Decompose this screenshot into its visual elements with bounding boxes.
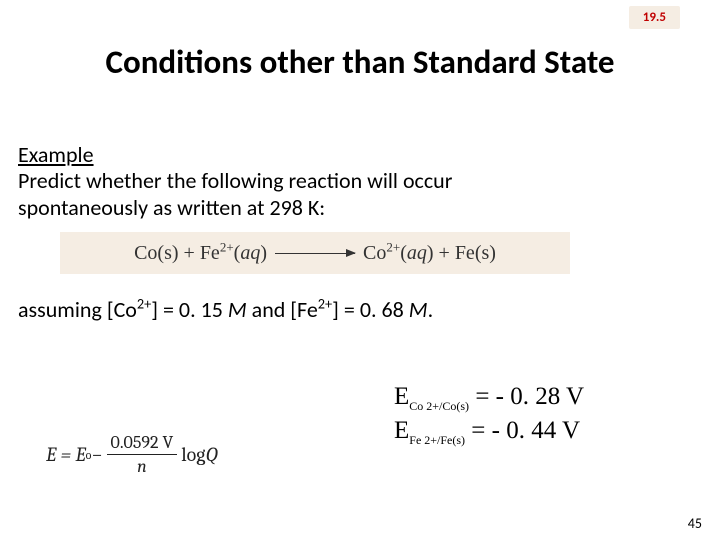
product-fe: Fe(s) [455,242,496,265]
section-badge: 19.5 [629,6,680,29]
product-co2plus: Co2+(aq) [363,242,434,265]
prompt-line-2: spontaneously as written at 298 K: [18,194,325,221]
reactant-fe2plus: Fe2+(aq) [200,242,267,265]
potential-fe: EFe 2+/Fe(s) = - 0. 44 V [394,414,584,448]
reaction-arrow-icon [275,253,355,254]
slide-title: Conditions other than Standard State [0,42,720,82]
reactant-co: Co(s) [134,242,178,265]
example-prompt: Predict whether the following reaction w… [18,168,678,222]
prompt-line-1: Predict whether the following reaction w… [18,167,452,194]
assumption-text: assuming [Co2+] = 0. 15 M and [Fe2+] = 0… [18,296,433,323]
standard-potentials: ECo 2+/Co(s) = - 0. 28 V EFe 2+/Fe(s) = … [394,380,584,448]
reaction-equation: Co(s) + Fe2+(aq) Co2+(aq) + Fe(s) [60,232,570,274]
nernst-fraction: 0.0592 V n [107,432,178,477]
nernst-equation: E = Eo − 0.0592 V n logQ [46,432,218,477]
potential-co: ECo 2+/Co(s) = - 0. 28 V [394,380,584,414]
page-number: 45 [688,515,702,532]
example-label: Example [18,141,94,168]
